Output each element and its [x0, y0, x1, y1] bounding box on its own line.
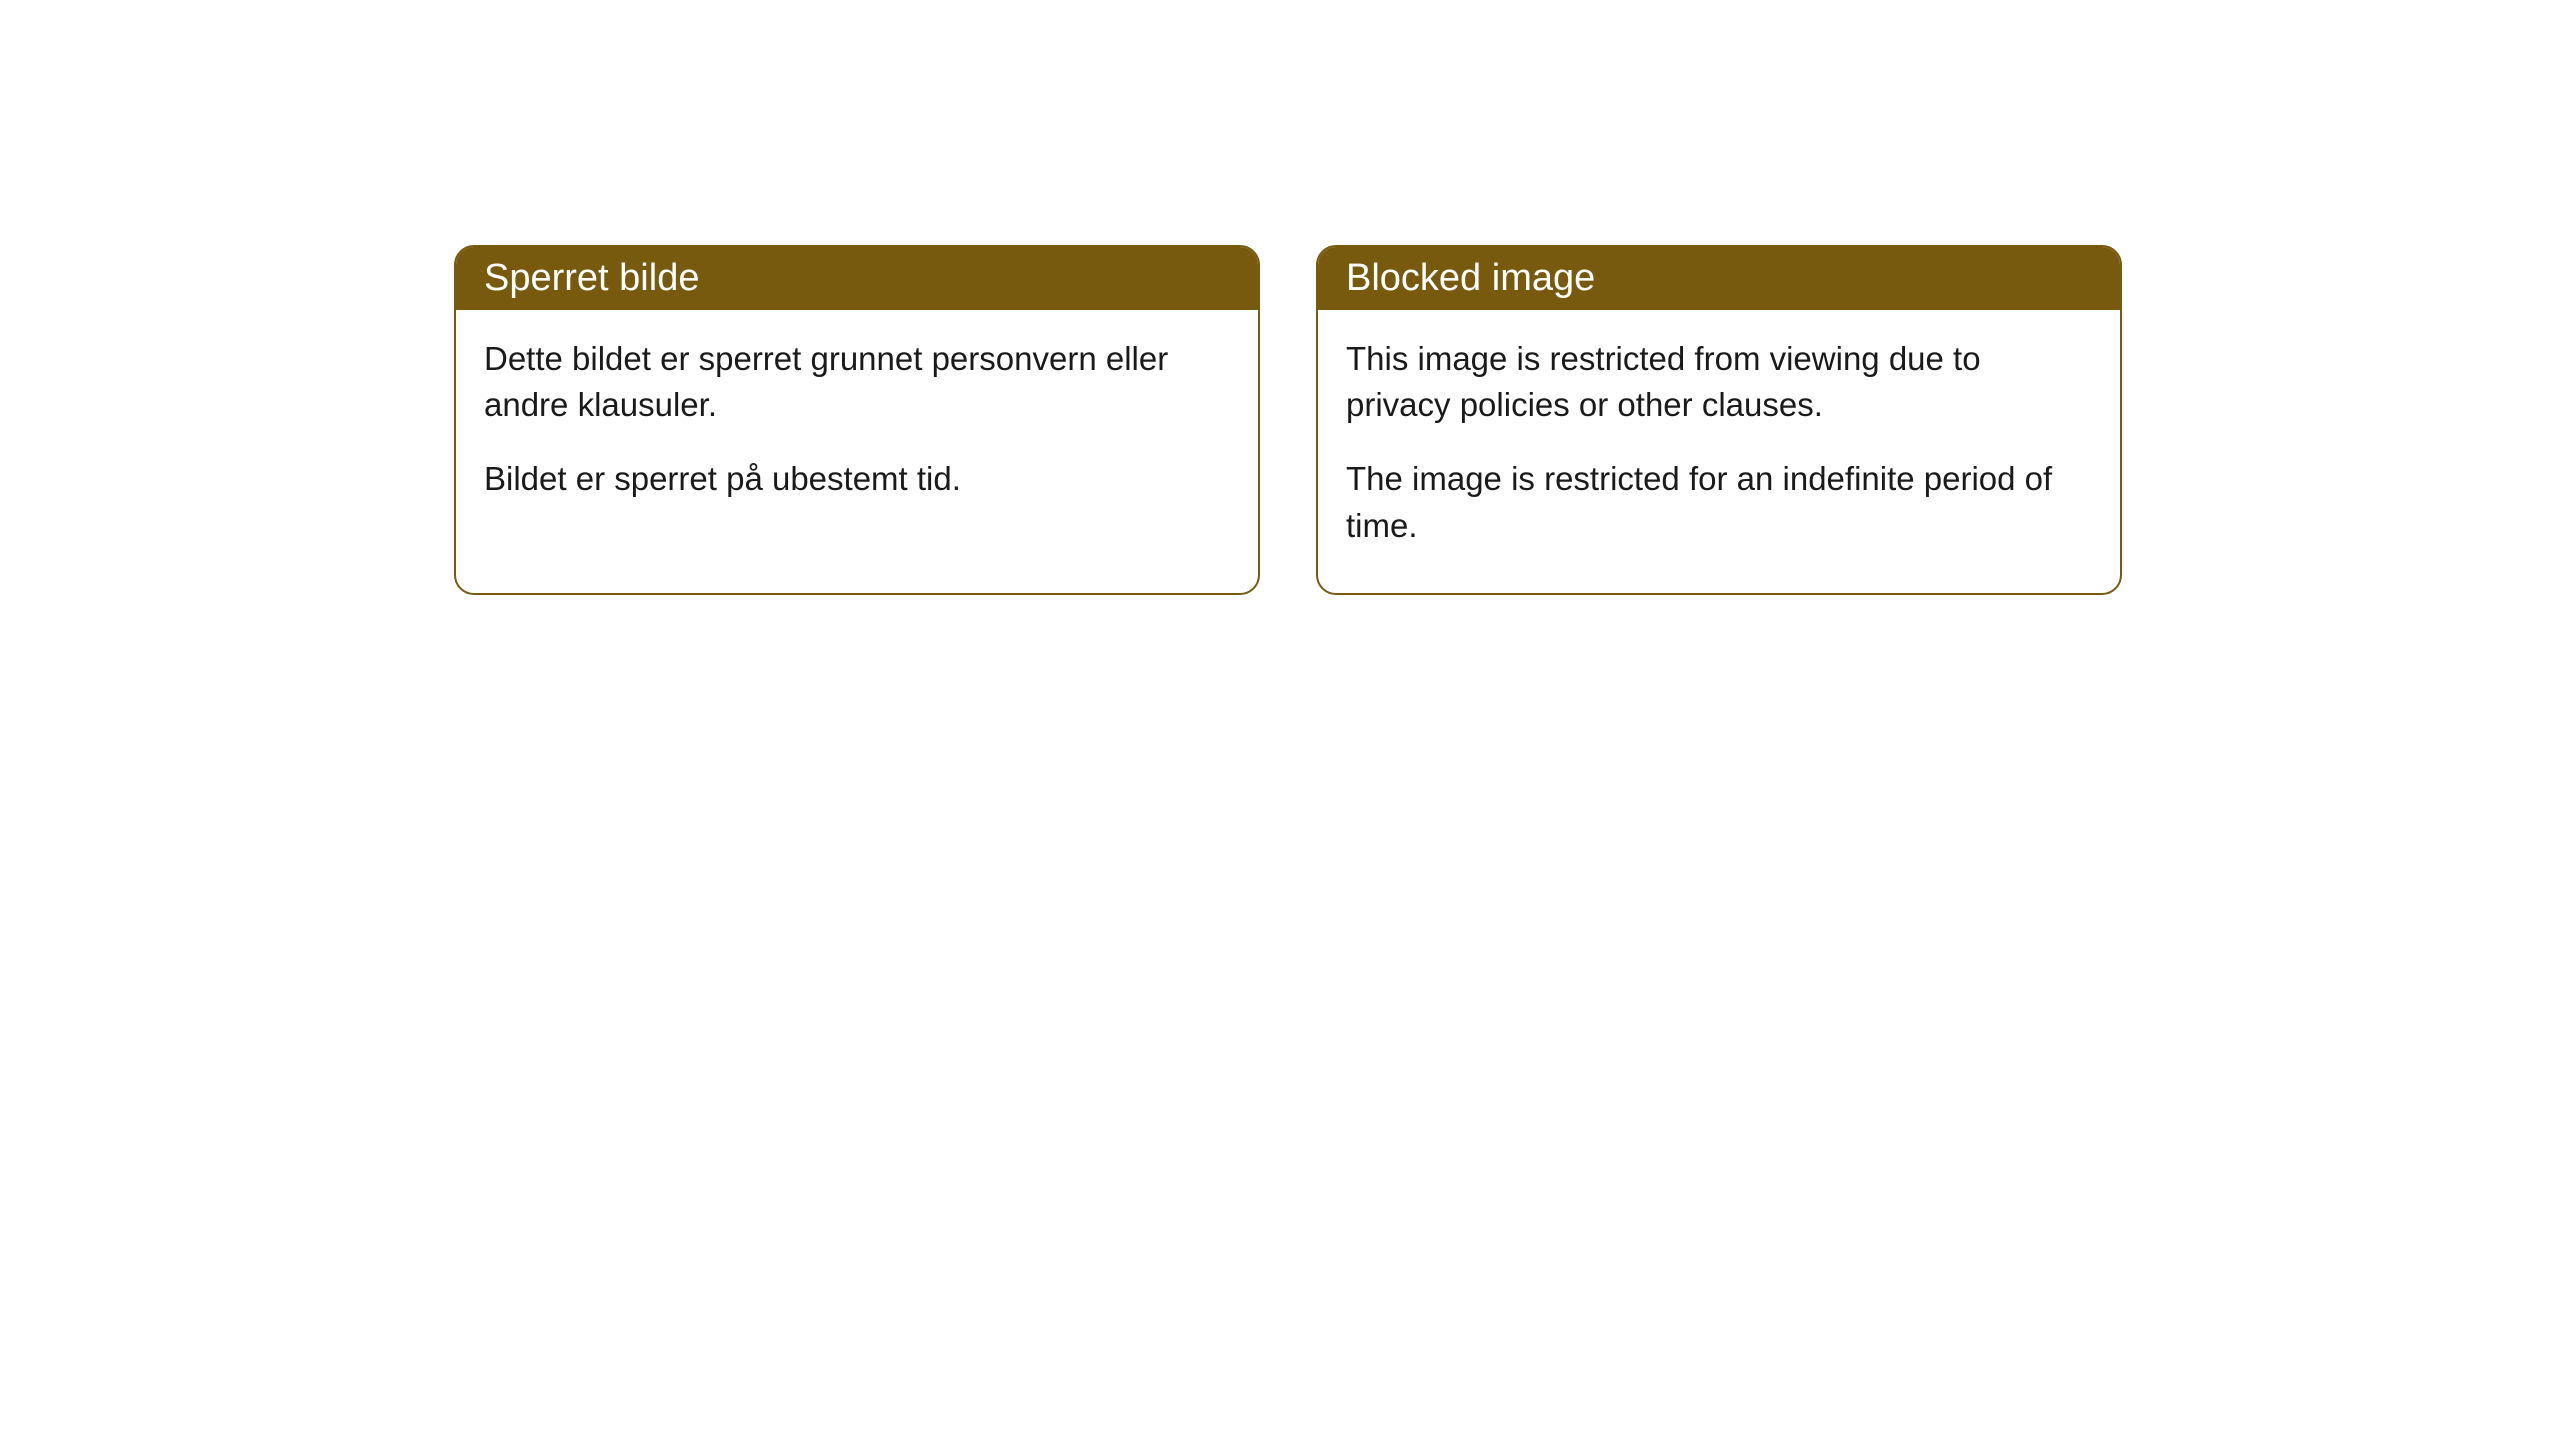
card-body-norwegian: Dette bildet er sperret grunnet personve…	[456, 310, 1258, 547]
card-title: Sperret bilde	[484, 257, 699, 299]
card-paragraph-1: Dette bildet er sperret grunnet personve…	[484, 336, 1230, 428]
card-paragraph-1: This image is restricted from viewing du…	[1346, 336, 2092, 428]
blocked-image-card-norwegian: Sperret bilde Dette bildet er sperret gr…	[454, 245, 1260, 595]
card-header-english: Blocked image	[1318, 247, 2120, 310]
card-paragraph-2: The image is restricted for an indefinit…	[1346, 456, 2092, 548]
card-paragraph-2: Bildet er sperret på ubestemt tid.	[484, 456, 1230, 502]
notice-cards-container: Sperret bilde Dette bildet er sperret gr…	[0, 0, 2560, 595]
card-title: Blocked image	[1346, 257, 1595, 299]
card-header-norwegian: Sperret bilde	[456, 247, 1258, 310]
blocked-image-card-english: Blocked image This image is restricted f…	[1316, 245, 2122, 595]
card-body-english: This image is restricted from viewing du…	[1318, 310, 2120, 593]
